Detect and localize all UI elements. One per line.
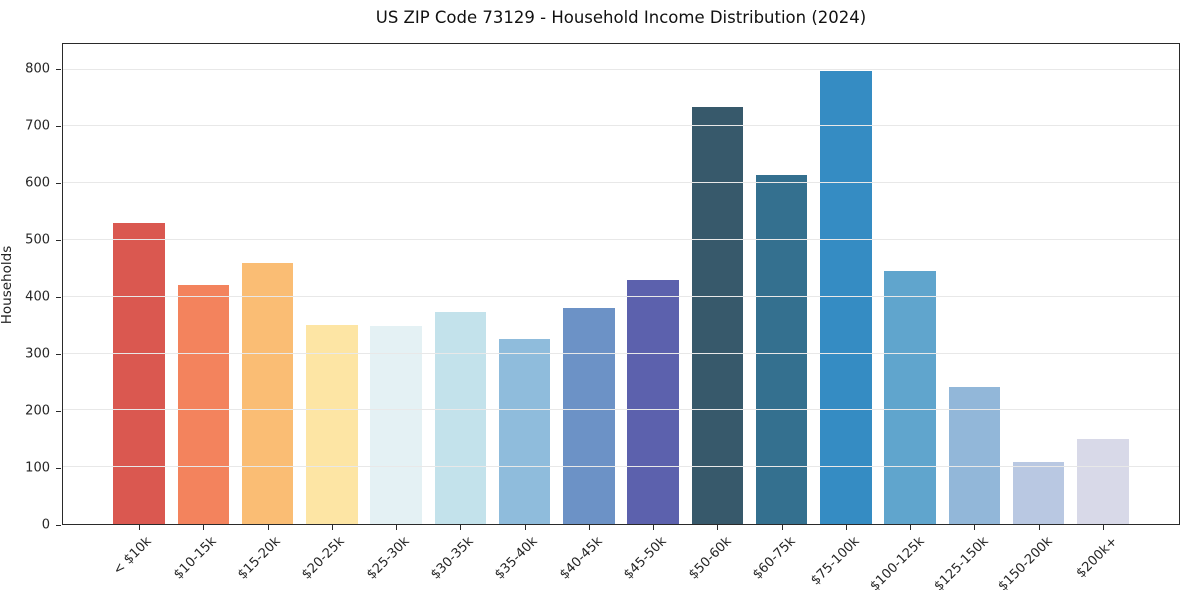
bar: [820, 71, 872, 524]
bar-slot: [685, 44, 749, 530]
y-tick-mark: [56, 467, 61, 469]
chart-title: US ZIP Code 73129 - Household Income Dis…: [375, 8, 867, 27]
bars-container: [107, 44, 1135, 530]
x-tick-mark: [588, 525, 590, 530]
bar-slot: [1007, 44, 1071, 530]
x-tick-mark: [845, 525, 847, 530]
x-tick-mark: [1038, 525, 1040, 530]
bar-slot: [878, 44, 942, 530]
bar: [177, 285, 230, 524]
bar: [691, 106, 744, 524]
y-tick-label: 600: [25, 175, 50, 191]
x-tick-mark: [974, 525, 976, 530]
bar: [755, 174, 808, 524]
y-tick-mark: [56, 125, 61, 127]
x-tick-mark: [331, 525, 333, 530]
y-tick-label: 700: [25, 118, 50, 134]
x-tick-mark: [460, 525, 462, 530]
bar: [948, 386, 1001, 524]
bar-slot: [814, 44, 878, 530]
y-tick-mark: [56, 296, 61, 298]
y-tick-label: 800: [25, 61, 50, 77]
gridline: [63, 238, 1179, 240]
bar-slot: [942, 44, 1006, 530]
bar-slot: [750, 44, 814, 530]
bar-slot: [428, 44, 492, 530]
x-tick-mark: [267, 525, 269, 530]
x-tick-label: < $10k: [110, 534, 155, 579]
bar: [434, 312, 487, 524]
y-tick-label: 200: [25, 403, 50, 419]
bar-slot: [171, 44, 235, 530]
bar-slot: [557, 44, 621, 530]
bar-slot: [236, 44, 300, 530]
bar-slot: [364, 44, 428, 530]
gridline: [63, 466, 1179, 468]
bar: [563, 308, 615, 524]
bar: [306, 325, 358, 524]
y-tick-label: 0: [41, 517, 50, 533]
x-tick-mark: [781, 525, 783, 530]
y-tick-label: 400: [25, 289, 50, 305]
y-tick-label: 100: [25, 460, 50, 476]
y-tick-mark: [56, 410, 61, 412]
x-tick-mark: [203, 525, 205, 530]
bar-slot: [621, 44, 685, 530]
bar: [884, 271, 936, 524]
bar: [498, 339, 551, 524]
gridline: [63, 352, 1179, 354]
y-tick-mark: [56, 353, 61, 355]
y-axis-ticks: 0 100 200 300 400 500 600 700 800: [0, 43, 62, 533]
x-axis-labels: < $10k $10-15k $15-20k $20-25k $25-30k $30-35…: [106, 525, 1136, 590]
bar: [370, 326, 422, 524]
plot-area: [62, 43, 1180, 530]
bar: [627, 279, 679, 524]
y-tick-mark: [56, 525, 61, 526]
x-tick-mark: [139, 525, 141, 530]
y-tick-mark: [56, 182, 61, 184]
bar-slot: [1071, 44, 1135, 530]
bar: [1012, 461, 1065, 524]
y-tick-mark: [56, 239, 61, 241]
bar: [1077, 438, 1129, 524]
gridline: [63, 125, 1179, 127]
gridline: [63, 295, 1179, 297]
bar: [113, 222, 165, 524]
bar: [241, 262, 294, 524]
x-tick-mark: [653, 525, 655, 530]
x-tick-mark: [396, 525, 398, 530]
x-tick-mark: [524, 525, 526, 530]
x-tick-mark: [910, 525, 912, 530]
bar-slot: [493, 44, 557, 530]
bar-slot: [300, 44, 364, 530]
gridline: [63, 182, 1179, 184]
y-tick-label: 500: [25, 232, 50, 248]
gridline: [63, 68, 1179, 70]
bar-slot: [107, 44, 171, 530]
x-tick-mark: [717, 525, 719, 530]
y-tick-label: 300: [25, 346, 50, 362]
x-tick-mark: [1102, 525, 1104, 530]
gridline: [63, 409, 1179, 411]
y-tick-mark: [56, 68, 61, 70]
